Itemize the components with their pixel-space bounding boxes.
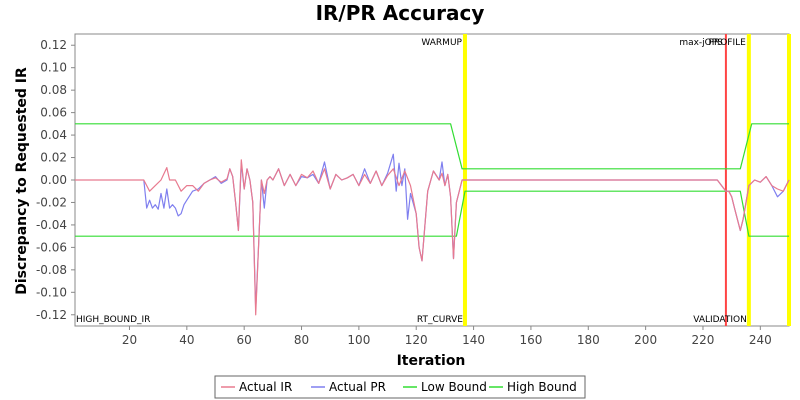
y-tick-label: -0.12 [36, 308, 67, 322]
x-tick-label: 220 [692, 333, 715, 347]
y-axis-label: Discrepancy to Requested IR [14, 67, 30, 295]
marker-label: max-jOPS [679, 38, 723, 48]
y-tick-label: -0.06 [36, 240, 67, 254]
marker-label: PROFILE [709, 38, 747, 48]
x-tick-label: 240 [749, 333, 772, 347]
y-tick-label: -0.04 [36, 218, 67, 232]
y-tick-label: -0.08 [36, 263, 67, 277]
y-tick-label: -0.02 [36, 195, 67, 209]
legend-item: Actual IR [221, 380, 292, 394]
bottom-marker-label: RT_CURVE [417, 315, 463, 325]
y-axis: -0.12 -0.10 -0.08 -0.06 -0.04 -0.02 0.00 0.02 0.… [36, 38, 75, 322]
chart-title: IR/PR Accuracy [316, 1, 485, 25]
bottom-marker-label: HIGH_BOUND_IR [76, 315, 150, 325]
bottom-marker-label: VALIDATION [693, 315, 747, 325]
y-tick-label: 0.00 [40, 173, 67, 187]
x-tick-label: 60 [237, 333, 252, 347]
legend-label: High Bound [507, 380, 577, 394]
y-tick-label: 0.06 [40, 106, 67, 120]
x-tick-label: 80 [294, 333, 309, 347]
y-tick-label: 0.10 [40, 61, 67, 75]
legend-item: Actual PR [311, 380, 386, 394]
x-tick-label: 200 [634, 333, 657, 347]
series-line-actual-ir [75, 159, 790, 316]
x-axis-label: Iteration [397, 353, 466, 369]
x-tick-label: 40 [179, 333, 194, 347]
marker-label: WARMUP [421, 38, 462, 48]
legend-box [214, 375, 586, 399]
x-tick-label: 120 [405, 333, 428, 347]
x-axis: 20 40 60 80 100 120 140 160 180 200 220 240 [122, 326, 772, 347]
legend-item: Low Bound [403, 380, 487, 394]
y-tick-label: 0.04 [40, 128, 67, 142]
x-tick-label: 20 [122, 333, 137, 347]
series-line-low-bound [75, 190, 789, 237]
x-tick-label: 100 [347, 333, 370, 347]
x-tick-label: 140 [462, 333, 485, 347]
y-tick-label: 0.02 [40, 151, 67, 165]
x-tick-label: 160 [519, 333, 542, 347]
y-tick-label: 0.12 [40, 38, 67, 52]
legend-label: Actual IR [239, 380, 292, 394]
x-tick-label: 180 [577, 333, 600, 347]
y-tick-label: -0.10 [36, 285, 67, 299]
legend-item: High Bound [489, 380, 577, 394]
legend-label: Actual PR [329, 380, 386, 394]
series-line-high-bound [75, 123, 789, 170]
legend: Actual IR Actual PR Low Bound High Bound [214, 375, 586, 399]
series-lines [75, 123, 790, 316]
legend-label: Low Bound [421, 380, 487, 394]
y-tick-label: 0.08 [40, 83, 67, 97]
